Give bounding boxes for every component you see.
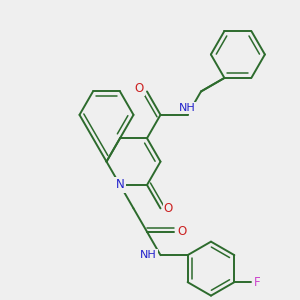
- Text: O: O: [177, 225, 187, 238]
- Text: F: F: [254, 276, 261, 289]
- Text: O: O: [164, 202, 173, 215]
- Text: NH: NH: [179, 103, 196, 113]
- Text: N: N: [116, 178, 124, 191]
- Text: NH: NH: [140, 250, 157, 260]
- Text: O: O: [134, 82, 144, 95]
